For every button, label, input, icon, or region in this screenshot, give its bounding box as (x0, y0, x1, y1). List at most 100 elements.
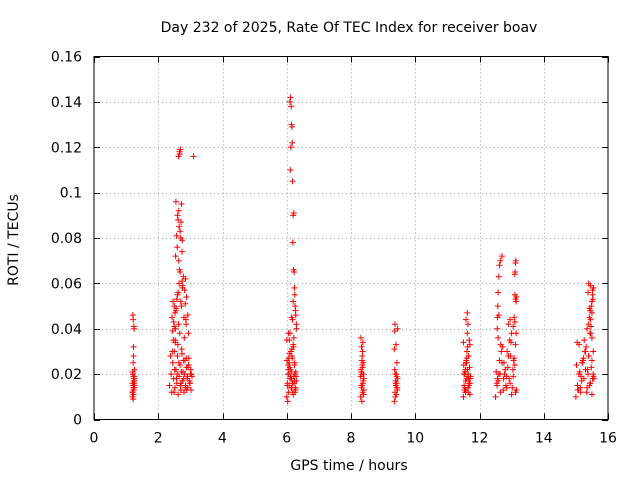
data-point (589, 296, 596, 303)
data-point (573, 362, 580, 369)
data-point (496, 262, 503, 269)
data-point (171, 366, 178, 373)
data-point (130, 323, 137, 330)
data-point (185, 330, 192, 337)
data-point (171, 384, 178, 391)
data-point (175, 391, 182, 398)
y-tick-label: 0.12 (51, 140, 82, 156)
axis-ticks (94, 56, 609, 421)
data-point (493, 368, 500, 375)
data-point (495, 334, 502, 341)
data-point (285, 362, 292, 369)
data-point (507, 316, 514, 323)
data-point (506, 337, 513, 344)
data-point (572, 393, 579, 400)
data-point (391, 366, 398, 373)
y-tick-labels: 0 0.02 0.04 0.06 0.08 0.1 0.12 0.14 0.16 (51, 50, 82, 429)
data-point (497, 257, 504, 264)
data-point (511, 362, 518, 369)
data-point (291, 284, 298, 291)
x-tick-label: 8 (347, 431, 356, 447)
data-point (178, 303, 185, 310)
data-point (393, 380, 400, 387)
y-tick-label: 0.16 (51, 50, 82, 66)
y-tick-label: 0.14 (51, 95, 82, 111)
data-point (590, 371, 597, 378)
data-point (590, 348, 597, 355)
data-point (177, 228, 184, 235)
data-point (580, 355, 587, 362)
data-point (460, 339, 467, 346)
data-point (288, 123, 295, 130)
data-point (178, 346, 185, 353)
data-point (460, 393, 467, 400)
data-point (190, 153, 197, 160)
grid-lines (94, 56, 608, 420)
data-point (393, 359, 400, 366)
data-point (172, 253, 179, 260)
data-point (466, 341, 473, 348)
data-point (507, 352, 514, 359)
data-point (583, 343, 590, 350)
data-point (502, 382, 509, 389)
data-point (289, 178, 296, 185)
x-axis-label: GPS time / hours (290, 458, 407, 474)
data-point (172, 198, 179, 205)
data-point (183, 293, 190, 300)
data-point (177, 382, 184, 389)
data-point (168, 371, 175, 378)
data-point (578, 373, 585, 380)
data-point (173, 305, 180, 312)
data-point (288, 103, 295, 110)
data-point (184, 373, 191, 380)
data-point (392, 341, 399, 348)
data-point (583, 389, 590, 396)
data-point (360, 371, 367, 378)
data-point (285, 330, 292, 337)
data-point (130, 373, 137, 380)
y-tick-label: 0.04 (51, 322, 82, 338)
data-point (578, 377, 585, 384)
data-point (497, 371, 504, 378)
data-point (169, 359, 176, 366)
data-point (497, 341, 504, 348)
data-point (174, 352, 181, 359)
data-point (284, 398, 291, 405)
data-point (284, 380, 291, 387)
data-point (393, 391, 400, 398)
data-point (177, 146, 184, 153)
data-point (174, 371, 181, 378)
y-tick-label: 0.08 (51, 231, 82, 247)
data-point (462, 366, 469, 373)
data-point (582, 348, 589, 355)
data-point (463, 359, 470, 366)
data-point (291, 269, 298, 276)
data-point (359, 348, 366, 355)
data-point (288, 314, 295, 321)
data-point (576, 341, 583, 348)
data-point (175, 321, 182, 328)
x-tick-label: 0 (90, 431, 99, 447)
data-point (358, 398, 365, 405)
data-point (461, 371, 468, 378)
data-point (130, 396, 137, 403)
data-point (358, 343, 365, 350)
data-point (391, 328, 398, 335)
data-point (180, 273, 187, 280)
data-point (175, 207, 182, 214)
data-point (500, 387, 507, 394)
data-point (587, 323, 594, 330)
data-point (358, 357, 365, 364)
data-point (585, 371, 592, 378)
data-point (182, 300, 189, 307)
data-point (181, 287, 188, 294)
data-point (464, 330, 471, 337)
data-point (392, 321, 399, 328)
data-point (508, 391, 515, 398)
data-point (173, 375, 180, 382)
data-point (290, 341, 297, 348)
data-point (513, 298, 520, 305)
data-point (512, 257, 519, 264)
data-point (290, 210, 297, 217)
